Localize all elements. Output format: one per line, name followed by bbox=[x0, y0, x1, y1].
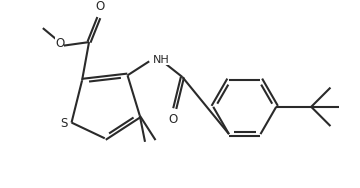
Text: S: S bbox=[60, 117, 68, 130]
Text: O: O bbox=[95, 0, 104, 13]
Text: O: O bbox=[55, 37, 64, 50]
Text: NH: NH bbox=[153, 55, 170, 65]
Text: O: O bbox=[168, 113, 177, 126]
